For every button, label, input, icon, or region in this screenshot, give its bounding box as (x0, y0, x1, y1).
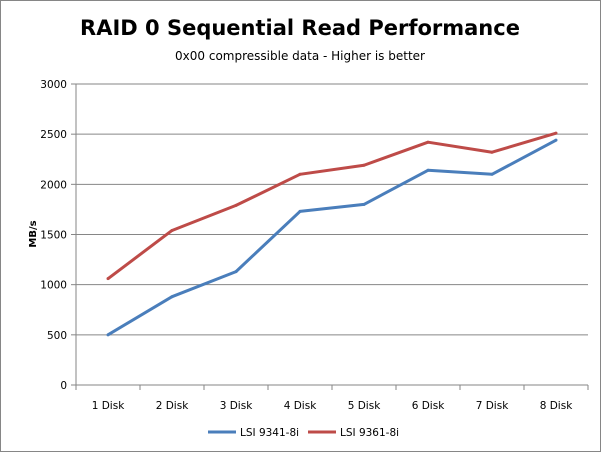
data-point (362, 202, 366, 206)
y-tick-label: 1500 (40, 230, 67, 242)
chart-subtitle: 0x00 compressible data - Higher is bette… (175, 49, 425, 63)
data-point (170, 295, 174, 299)
series-line-1 (107, 131, 557, 280)
x-tick-label: 3 Disk (220, 400, 253, 412)
y-tick-label: 2000 (40, 179, 67, 191)
x-tick-label: 5 Disk (348, 400, 381, 412)
y-tick-label: 3000 (40, 79, 67, 91)
data-point (234, 270, 238, 274)
chart-title: RAID 0 Sequential Read Performance (80, 16, 520, 40)
y-tick-label: 500 (47, 330, 67, 342)
data-point (490, 150, 494, 154)
data-point (362, 163, 366, 167)
data-point (170, 228, 174, 232)
data-point (298, 172, 302, 176)
data-point (490, 172, 494, 176)
data-point (234, 203, 238, 207)
y-tick-label: 0 (60, 380, 67, 392)
data-point (554, 138, 558, 142)
data-point (426, 168, 430, 172)
data-point (426, 140, 430, 144)
y-tick-label: 2500 (40, 129, 67, 141)
x-tick-label: 4 Disk (284, 400, 317, 412)
x-tick-label: 7 Disk (476, 400, 509, 412)
data-point (298, 209, 302, 213)
legend-label: LSI 9361-8i (340, 427, 399, 439)
data-point (554, 131, 558, 135)
y-tick-label: 1000 (40, 280, 67, 292)
legend-label: LSI 9341-8i (240, 427, 299, 439)
data-point (106, 333, 110, 337)
series-line-0 (107, 138, 557, 337)
x-tick-label: 8 Disk (540, 400, 573, 412)
x-tick-label: 1 Disk (92, 400, 125, 412)
x-tick-label: 6 Disk (412, 400, 445, 412)
y-axis-label: MB/s (28, 220, 39, 247)
x-tick-label: 2 Disk (156, 400, 189, 412)
data-point (106, 277, 110, 281)
